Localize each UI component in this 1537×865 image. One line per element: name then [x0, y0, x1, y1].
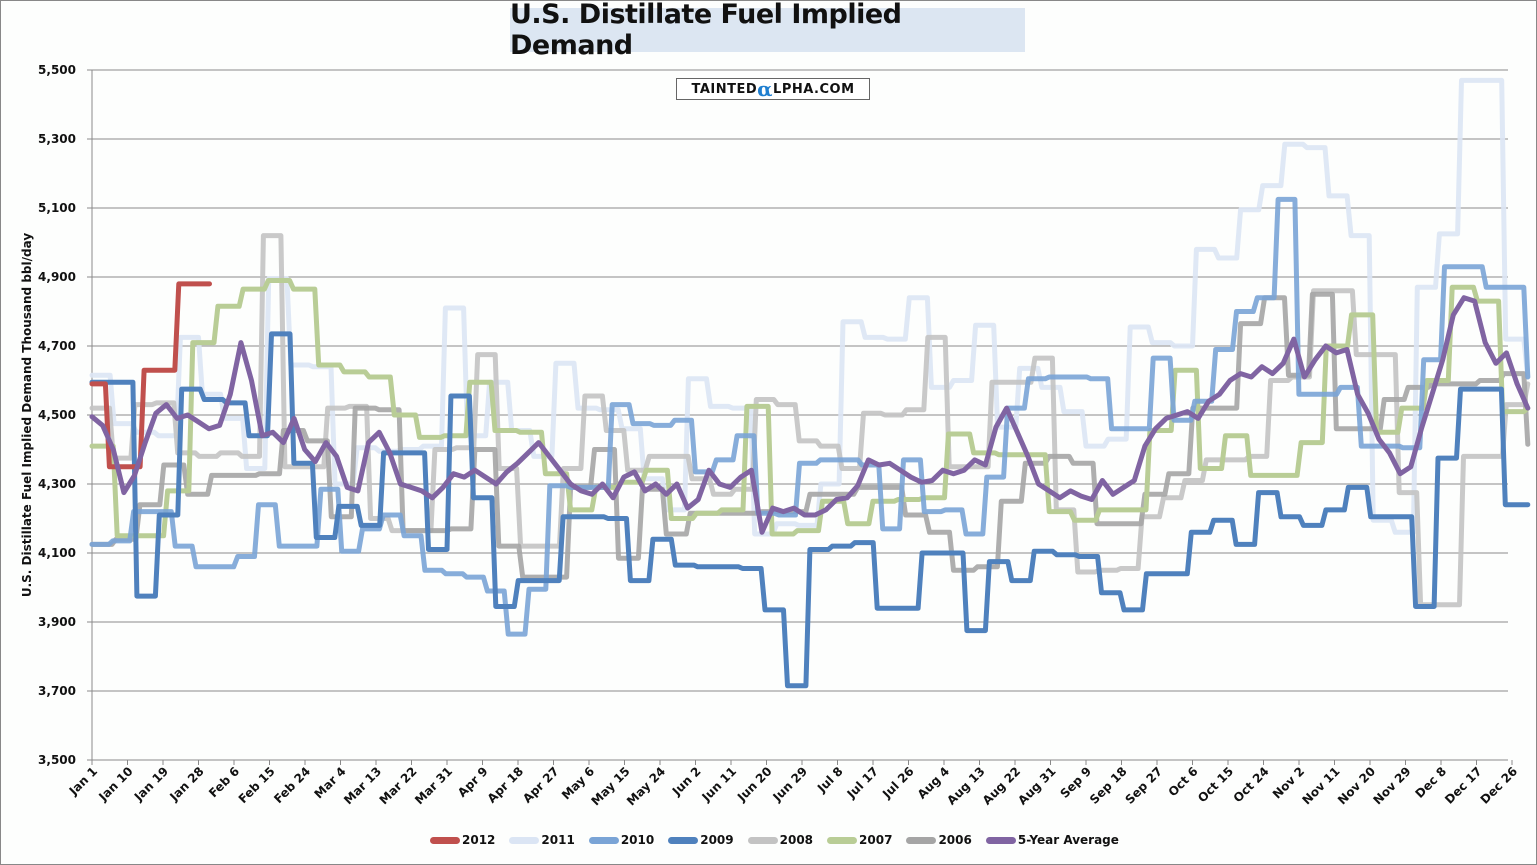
- x-tick-label: Apr 27: [520, 764, 561, 805]
- watermark-logo: TAINTED α LPHA.COM: [676, 78, 870, 100]
- chart-title: U.S. Distillate Fuel Implied Demand: [510, 0, 902, 61]
- axes: [87, 69, 1513, 765]
- watermark-prefix: TAINTED: [691, 81, 758, 97]
- legend-label: 2012: [462, 833, 496, 847]
- x-tick-label: Oct 15: [1195, 764, 1236, 805]
- legend-label: 2010: [620, 833, 655, 847]
- x-tick-label: Jun 11: [699, 764, 740, 805]
- legend-swatch: [827, 836, 858, 844]
- legend-item: 2012: [430, 833, 495, 847]
- y-tick-label: 5,300: [38, 132, 76, 146]
- legend-label: 2008: [779, 833, 814, 847]
- x-tick-label: May 24: [624, 764, 668, 808]
- legend-swatch: [747, 836, 778, 844]
- legend-label: 2011: [541, 833, 575, 847]
- series-line-2009: [89, 331, 1531, 689]
- legend-label: 5-Year Average: [1017, 833, 1119, 847]
- x-tick-label: Jun 29: [770, 764, 811, 805]
- legend-swatch: [509, 836, 540, 844]
- gridlines: [92, 69, 1508, 692]
- series-line-5-year-average: [89, 295, 1531, 535]
- x-tick-label: Jun 20: [734, 764, 775, 805]
- x-tick-label: Jan 28: [166, 764, 206, 804]
- x-tick-label: Mar 31: [412, 764, 455, 807]
- alpha-logo-icon: α: [757, 77, 774, 101]
- x-tick-label: Dec 26: [1478, 764, 1520, 806]
- legend-label: 2007: [859, 833, 893, 847]
- x-tick-label: Feb 24: [271, 764, 313, 806]
- y-tick-label: 4,700: [38, 339, 76, 353]
- legend-swatch: [430, 836, 460, 844]
- x-tick-label: Nov 20: [1335, 764, 1378, 807]
- legend-label: 2009: [700, 833, 734, 847]
- x-tick-label: Apr 18: [485, 764, 526, 805]
- series-line-2008: [89, 233, 1531, 608]
- series-line-2007: [89, 278, 1531, 539]
- legend: 2012 2011 2010 2009 2008 2007 2006 5-Year Avera…: [430, 833, 1133, 847]
- legend-item: 5-Year Average: [985, 833, 1119, 847]
- x-tick-label: Aug 31: [1015, 764, 1058, 807]
- chart-title-box: U.S. Distillate Fuel Implied Demand: [510, 0, 1025, 61]
- x-tick-label: Jul 8: [814, 764, 846, 796]
- x-tick-label: Aug 22: [980, 764, 1023, 807]
- x-tick-label: Nov 11: [1299, 764, 1342, 807]
- legend-swatch: [985, 836, 1016, 844]
- x-tick-label: Jan 1: [66, 764, 100, 798]
- y-tick-label: 4,100: [38, 546, 76, 560]
- series-line-2006: [89, 291, 1531, 580]
- x-tick-label: Feb 15: [236, 764, 278, 806]
- x-tick-label: Sep 18: [1087, 764, 1130, 807]
- y-tick-label: 3,700: [38, 684, 76, 698]
- x-tick-label: Jul 17: [844, 764, 881, 801]
- y-tick-label: 4,300: [38, 477, 76, 491]
- x-tick-label: Mar 22: [377, 764, 420, 807]
- x-tick-label: Mar 13: [341, 764, 384, 807]
- series-line-2012: [89, 281, 212, 470]
- y-tick-label: 3,900: [38, 615, 76, 629]
- legend-swatch: [588, 836, 619, 844]
- x-tick-label: Sep 27: [1123, 764, 1166, 807]
- y-tick-label: 5,500: [38, 63, 76, 77]
- legend-item: 2008: [747, 833, 814, 847]
- legend-item: 2009: [668, 833, 734, 847]
- x-tick-label: Jan 19: [131, 764, 171, 804]
- watermark-suffix: LPHA.COM: [773, 81, 855, 97]
- x-tick-label: Jul 26: [879, 764, 916, 801]
- legend-item: 2010: [588, 833, 655, 847]
- legend-swatch: [668, 836, 699, 844]
- legend-item: 2006: [906, 833, 972, 847]
- legend-label: 2006: [938, 833, 972, 847]
- x-tick-label: Jan 10: [95, 764, 135, 804]
- y-tick-label: 5,100: [38, 201, 76, 215]
- y-tick-label: 4,900: [38, 270, 76, 284]
- y-tick-labels: 3,500 3,700 3,900 4,100 4,300 4,500 4,700 4,900…: [38, 63, 76, 767]
- legend-item: 2011: [509, 833, 575, 847]
- y-tick-label: 3,500: [38, 753, 76, 767]
- legend-swatch: [906, 836, 937, 844]
- series-lines: [89, 77, 1531, 689]
- legend-item: 2007: [827, 833, 892, 847]
- x-tick-label: Oct 24: [1231, 764, 1272, 805]
- x-tick-label: Aug 13: [944, 764, 987, 807]
- y-tick-label: 4,500: [38, 408, 76, 422]
- x-tick-label: Dec 17: [1442, 764, 1484, 806]
- series-line-2010: [89, 196, 1531, 637]
- x-tick-label: Nov 29: [1370, 764, 1413, 807]
- y-axis-label: U.S. Distillate Fuel Implied Demand Thou…: [20, 233, 34, 597]
